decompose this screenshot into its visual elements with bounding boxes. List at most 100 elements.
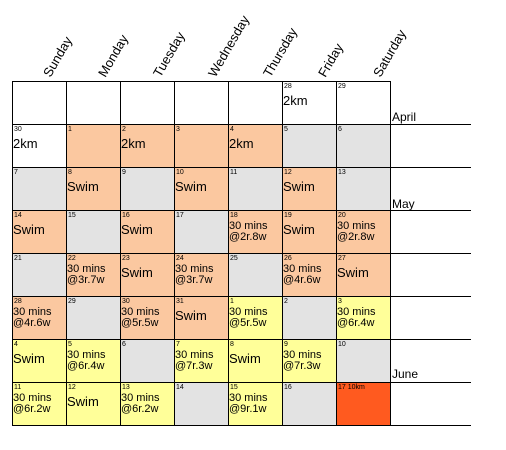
date-number: 20 xyxy=(338,212,346,219)
day-cell[interactable]: 14 Swim xyxy=(12,210,67,254)
day-cell[interactable] xyxy=(66,81,121,125)
month-column xyxy=(390,382,471,426)
date-number: 2 xyxy=(284,298,288,305)
day-cell[interactable]: 24 30 mins @3r.7w xyxy=(174,253,229,297)
date-number: 1 xyxy=(230,298,234,305)
day-cell[interactable]: 17 xyxy=(174,210,229,254)
day-cell[interactable]: 17 10km xyxy=(336,382,391,426)
workout-entry: Swim xyxy=(13,222,45,237)
workout-entry: 2km xyxy=(283,93,308,108)
date-number: 30 xyxy=(14,126,22,133)
workout-entry: 2km xyxy=(121,136,146,151)
day-cell[interactable]: 2 2km xyxy=(120,124,175,168)
month-column xyxy=(390,210,471,254)
date-number: 25 xyxy=(230,255,238,262)
day-cell[interactable] xyxy=(12,81,67,125)
workout-entry: 30 mins @5r.5w xyxy=(229,306,268,329)
month-column: April xyxy=(390,81,471,125)
day-cell[interactable]: 9 xyxy=(120,167,175,211)
day-cell[interactable]: 12 Swim xyxy=(66,382,121,426)
date-number: 12 xyxy=(68,384,76,391)
workout-entry: 30 mins @6r.4w xyxy=(67,349,106,372)
workout-entry: Swim xyxy=(175,308,207,323)
date-number: 3 xyxy=(338,298,342,305)
date-number: 31 xyxy=(176,298,184,305)
workout-entry: 30 mins @2r.8w xyxy=(337,220,376,243)
day-cell[interactable]: 10 xyxy=(336,339,391,383)
day-cell[interactable]: 20 30 mins @2r.8w xyxy=(336,210,391,254)
day-cell[interactable]: 26 30 mins @4r.6w xyxy=(282,253,337,297)
day-cell[interactable]: 4 2km xyxy=(228,124,283,168)
day-cell[interactable]: 16 xyxy=(282,382,337,426)
day-cell[interactable]: 18 30 mins @2r.8w xyxy=(228,210,283,254)
day-cell[interactable]: 13 xyxy=(336,167,391,211)
day-cell[interactable]: 2 xyxy=(282,296,337,340)
day-cell[interactable]: 4 Swim xyxy=(12,339,67,383)
day-cell[interactable]: 6 xyxy=(336,124,391,168)
workout-entry: 30 mins @7r.3w xyxy=(283,349,322,372)
day-cell[interactable]: 27 Swim xyxy=(336,253,391,297)
workout-entry: 30 mins @4r.6w xyxy=(13,306,52,329)
day-cell[interactable]: 10 Swim xyxy=(174,167,229,211)
day-cell[interactable]: 5 30 mins @6r.4w xyxy=(66,339,121,383)
day-header-sunday: Sunday xyxy=(40,33,76,80)
day-cell[interactable]: 19 Swim xyxy=(282,210,337,254)
day-cell[interactable]: 9 30 mins @7r.3w xyxy=(282,339,337,383)
date-number: 9 xyxy=(284,341,288,348)
day-cell[interactable]: 1 30 mins @5r.5w xyxy=(228,296,283,340)
day-header-friday: Friday xyxy=(315,40,347,80)
day-cell[interactable]: 7 xyxy=(12,167,67,211)
month-column xyxy=(390,253,471,297)
day-cell[interactable]: 11 30 mins @6r.2w xyxy=(12,382,67,426)
day-cell[interactable]: 6 xyxy=(120,339,175,383)
day-cell[interactable]: 14 xyxy=(174,382,229,426)
workout-entry: 2km xyxy=(13,136,38,151)
date-number: 24 xyxy=(176,255,184,262)
day-cell[interactable]: 25 xyxy=(228,253,283,297)
day-cell[interactable]: 31 Swim xyxy=(174,296,229,340)
date-number: 4 xyxy=(14,341,18,348)
workout-entry: Swim xyxy=(121,222,153,237)
day-cell[interactable]: 12 Swim xyxy=(282,167,337,211)
day-cell[interactable]: 29 xyxy=(336,81,391,125)
workout-entry: 30 mins @9r.1w xyxy=(229,392,268,415)
workout-entry: 30 mins @6r.4w xyxy=(337,306,376,329)
day-cell[interactable]: 22 30 mins @3r.7w xyxy=(66,253,121,297)
date-number: 26 xyxy=(284,255,292,262)
week-row: 4 Swim 5 30 mins @6r.4w 6 7 30 mins @7r.3w 8 Swi… xyxy=(12,339,471,383)
date-number: 2 xyxy=(122,126,126,133)
day-cell[interactable]: 11 xyxy=(228,167,283,211)
day-cell[interactable]: 15 30 mins @9r.1w xyxy=(228,382,283,426)
day-cell[interactable]: 3 xyxy=(174,124,229,168)
day-cell[interactable] xyxy=(174,81,229,125)
day-cell[interactable]: 23 Swim xyxy=(120,253,175,297)
workout-entry: 30 mins @6r.2w xyxy=(121,392,160,415)
day-cell[interactable]: 29 xyxy=(66,296,121,340)
calendar-body: 28 2km 29 April 30 2km 1 2 2km 3 4 2km 5 6 7 8 Swim 9 10 Sw… xyxy=(12,81,471,426)
month-column xyxy=(390,296,471,340)
workout-entry: 2km xyxy=(229,136,254,151)
day-cell[interactable]: 21 xyxy=(12,253,67,297)
day-cell[interactable]: 15 xyxy=(66,210,121,254)
day-headers: Sunday Monday Tuesday Wednesday Thursday Frid… xyxy=(0,0,506,82)
day-cell[interactable]: 28 30 mins @4r.6w xyxy=(12,296,67,340)
day-header-thursday: Thursday xyxy=(260,25,301,80)
day-cell[interactable]: 13 30 mins @6r.2w xyxy=(120,382,175,426)
day-cell[interactable]: 8 Swim xyxy=(66,167,121,211)
date-number: 19 xyxy=(284,212,292,219)
day-cell[interactable]: 30 30 mins @5r.5w xyxy=(120,296,175,340)
day-cell[interactable]: 1 xyxy=(66,124,121,168)
day-cell[interactable]: 8 Swim xyxy=(228,339,283,383)
week-row: 28 30 mins @4r.6w 29 30 30 mins @5r.5w 31 Swim… xyxy=(12,296,471,340)
day-cell[interactable]: 5 xyxy=(282,124,337,168)
day-cell[interactable]: 3 30 mins @6r.4w xyxy=(336,296,391,340)
day-cell[interactable]: 7 30 mins @7r.3w xyxy=(174,339,229,383)
date-number: 30 xyxy=(122,298,130,305)
day-cell[interactable] xyxy=(228,81,283,125)
day-cell[interactable]: 16 Swim xyxy=(120,210,175,254)
day-cell[interactable]: 30 2km xyxy=(12,124,67,168)
day-cell[interactable]: 28 2km xyxy=(282,81,337,125)
day-cell[interactable] xyxy=(120,81,175,125)
date-number: 29 xyxy=(338,83,346,90)
workout-entry: 30 mins @4r.6w xyxy=(283,263,322,286)
